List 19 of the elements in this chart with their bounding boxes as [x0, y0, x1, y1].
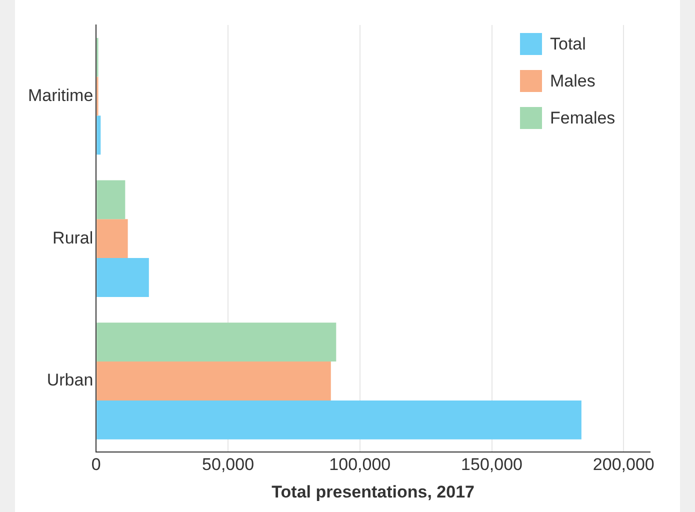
x-tick-label: 200,000: [592, 455, 654, 474]
bar: [96, 258, 149, 297]
y-tick-label: Rural: [52, 228, 94, 248]
y-tick-label: Maritime: [28, 86, 94, 105]
bar: [96, 400, 582, 440]
x-tick-label: 50,000: [202, 455, 254, 474]
bar: [96, 362, 331, 400]
x-tick-label: 150,000: [461, 455, 522, 474]
y-tick-label: Urban: [46, 370, 94, 390]
bar: [96, 322, 336, 362]
x-tick-label: 0: [91, 455, 101, 474]
bar: [96, 116, 101, 155]
legend-label: Total: [550, 34, 586, 54]
x-axis-title: Total presentations, 2017: [272, 482, 474, 502]
legend-label: Males: [550, 72, 596, 91]
x-tick-label: 100,000: [329, 455, 391, 474]
bar: [96, 180, 126, 220]
bar: [96, 219, 128, 258]
legend-label: Females: [550, 108, 616, 128]
